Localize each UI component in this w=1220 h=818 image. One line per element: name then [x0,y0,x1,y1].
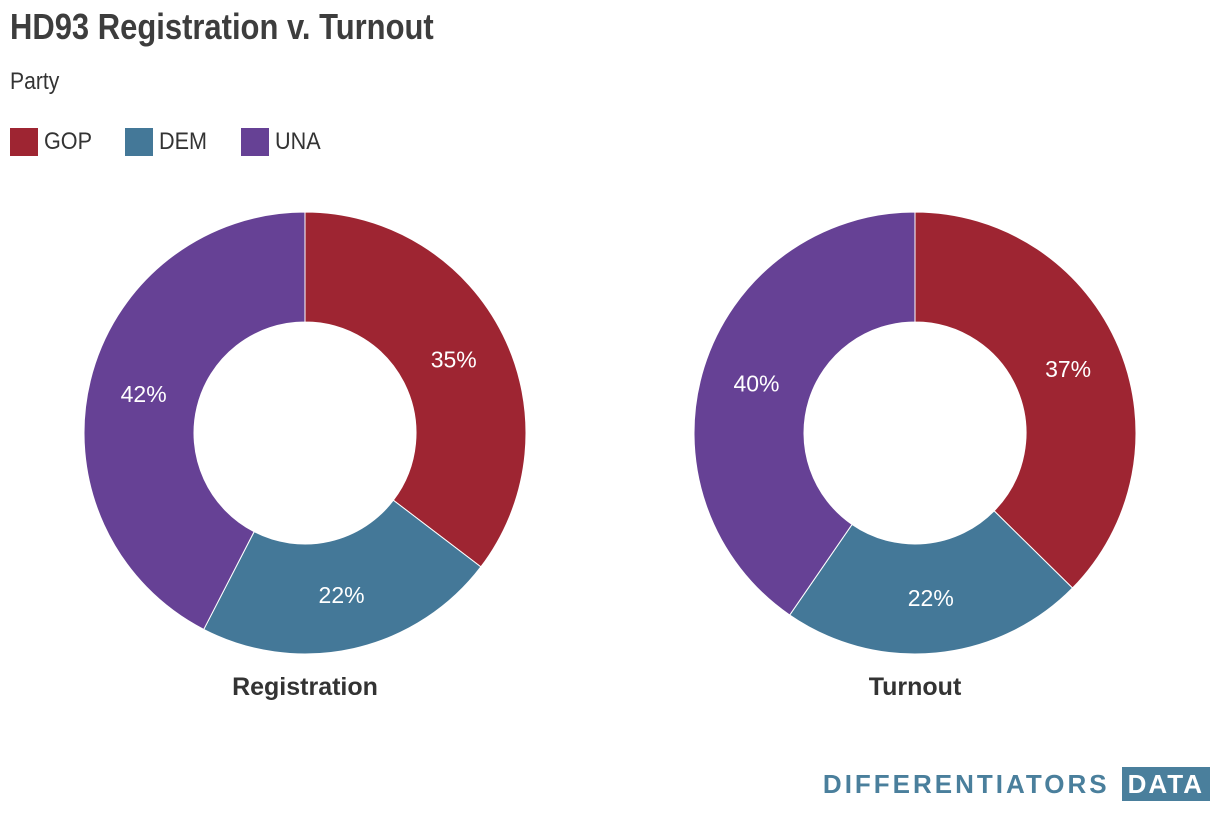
chart-title: HD93 Registration v. Turnout [10,6,434,47]
legend-swatch-gop [10,128,38,156]
brand-wordmark: DIFFERENTIATORS [822,768,1110,799]
chart-label-registration: Registration [232,673,378,701]
legend-label-gop: GOP [44,128,93,155]
slice-label-registration-dem: 22% [319,582,365,608]
slice-turnout-dem[interactable] [788,510,1074,655]
slice-turnout-gop[interactable] [914,211,1137,589]
legend-item-gop[interactable]: GOP [10,128,97,156]
slice-label-registration-una: 42% [121,381,167,407]
slice-turnout-una[interactable] [693,211,916,616]
slice-label-turnout-una: 40% [733,371,779,397]
donut-chart-turnout: 37% 22% 40% Turnout [693,211,1137,701]
slice-registration-una[interactable] [83,211,306,631]
legend-item-una[interactable]: UNA [240,128,326,156]
legend-swatch-una [240,128,269,156]
legend-label-una: UNA [274,128,321,155]
brand-logo: DIFFERENTIATORS DATA [823,766,1210,802]
legend-label-dem: DEM [159,128,208,155]
slice-label-turnout-gop: 37% [1045,356,1091,382]
legend-item-dem[interactable]: DEM [125,128,212,156]
legend-title: Party [10,68,60,95]
slice-label-turnout-dem: 22% [908,585,954,611]
legend-swatch-dem [125,128,154,156]
donut-chart-registration: 35% 22% 42% Registration [83,211,527,701]
slice-label-registration-gop: 35% [431,346,477,372]
chart-label-turnout: Turnout [869,673,962,701]
slice-registration-dem[interactable] [203,499,482,655]
legend: GOP DEM UNA [10,126,353,158]
brand-data-box: DATA [1121,767,1210,801]
slice-registration-gop[interactable] [304,211,527,568]
